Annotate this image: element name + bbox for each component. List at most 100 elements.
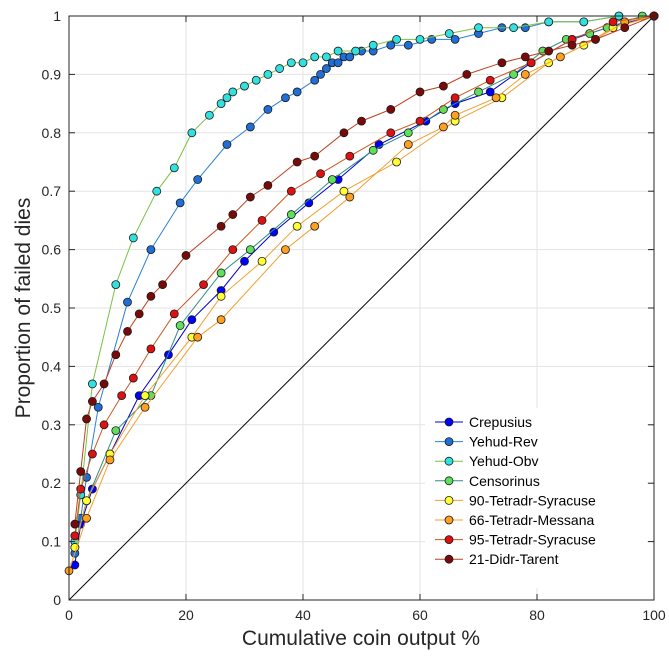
y-tick-label: 0.3 bbox=[42, 417, 62, 433]
data-point bbox=[187, 315, 197, 325]
data-point bbox=[438, 105, 448, 114]
data-point bbox=[368, 40, 378, 50]
y-tick-label: 1 bbox=[53, 8, 61, 24]
data-point bbox=[310, 52, 320, 62]
data-point bbox=[567, 40, 577, 50]
data-point bbox=[520, 52, 530, 62]
data-point bbox=[526, 58, 536, 68]
data-point bbox=[251, 75, 261, 85]
data-point bbox=[111, 426, 121, 436]
legend-marker bbox=[444, 456, 454, 466]
series-line bbox=[68, 15, 655, 571]
data-point bbox=[509, 23, 518, 33]
y-tick-label: 0.8 bbox=[42, 125, 62, 141]
data-point bbox=[620, 23, 630, 33]
data-point bbox=[123, 326, 132, 336]
data-point bbox=[158, 280, 168, 290]
data-point bbox=[345, 151, 355, 161]
data-point bbox=[93, 402, 103, 412]
data-point bbox=[281, 93, 290, 103]
data-point bbox=[146, 344, 156, 354]
data-point bbox=[245, 192, 255, 202]
series-line bbox=[74, 15, 654, 542]
data-point bbox=[222, 93, 232, 103]
data-point bbox=[333, 58, 343, 68]
legend-label: 90-Tetradr-Syracuse bbox=[469, 492, 596, 508]
data-point bbox=[169, 163, 179, 173]
reference-line bbox=[68, 15, 655, 601]
legend-label: 95-Tetradr-Syracuse bbox=[469, 532, 596, 548]
series-3 bbox=[70, 11, 659, 546]
data-point bbox=[88, 397, 97, 406]
data-point bbox=[462, 70, 472, 79]
data-point bbox=[146, 291, 156, 301]
data-point bbox=[99, 420, 109, 430]
data-point bbox=[474, 87, 483, 97]
data-point bbox=[556, 52, 565, 62]
data-point bbox=[111, 280, 121, 290]
data-point bbox=[591, 34, 600, 44]
legend-marker bbox=[444, 515, 454, 525]
tick-labels: 0 20 40 60 80 100 0 0.1 0.2 0.3 0.4 0.5 0.6 0.7 0.8 0.9… bbox=[42, 8, 666, 623]
legend-box bbox=[425, 408, 647, 588]
data-point bbox=[321, 52, 331, 62]
data-point bbox=[415, 87, 425, 97]
data-point bbox=[474, 23, 483, 33]
data-point bbox=[579, 17, 589, 27]
data-point bbox=[82, 496, 91, 506]
legend-marker bbox=[444, 417, 454, 427]
legend-label: Yehud-Rev bbox=[469, 434, 538, 450]
y-axis-title: Proportion of failed dies bbox=[12, 198, 35, 419]
data-point bbox=[386, 128, 396, 138]
data-point bbox=[608, 17, 618, 27]
data-point bbox=[175, 198, 185, 208]
data-point bbox=[204, 110, 214, 120]
data-point bbox=[216, 315, 226, 325]
x-tick-label: 60 bbox=[412, 607, 428, 623]
data-point bbox=[438, 122, 448, 132]
data-point bbox=[88, 379, 97, 389]
data-point bbox=[70, 519, 80, 529]
data-point bbox=[491, 93, 501, 103]
y-tick-label: 0.5 bbox=[42, 300, 62, 316]
data-point bbox=[485, 75, 495, 85]
y-tick-label: 0.1 bbox=[42, 534, 62, 550]
data-point bbox=[357, 116, 366, 126]
legend-marker bbox=[444, 554, 454, 564]
data-point bbox=[269, 227, 279, 237]
data-point bbox=[415, 116, 425, 126]
legend-label: Yehud-Obv bbox=[469, 453, 539, 469]
data-point bbox=[327, 175, 337, 184]
data-point bbox=[403, 140, 413, 149]
data-point bbox=[345, 192, 355, 202]
data-point bbox=[181, 251, 191, 260]
data-point bbox=[82, 414, 91, 424]
legend-label: 66-Tetradr-Messana bbox=[469, 512, 594, 528]
x-tick-label: 0 bbox=[65, 607, 73, 623]
data-point bbox=[450, 34, 460, 44]
data-point bbox=[286, 186, 296, 196]
data-point bbox=[99, 379, 109, 389]
legend-label: Censorinus bbox=[469, 473, 540, 489]
data-point bbox=[444, 29, 454, 38]
data-point bbox=[105, 455, 115, 465]
x-tick-label: 20 bbox=[178, 607, 194, 623]
data-point bbox=[316, 70, 325, 79]
legend-marker bbox=[444, 495, 454, 505]
data-point bbox=[216, 268, 226, 278]
data-point bbox=[310, 151, 320, 161]
data-point bbox=[392, 157, 402, 167]
data-point bbox=[245, 245, 255, 255]
data-point bbox=[216, 221, 226, 231]
data-point bbox=[544, 46, 554, 56]
data-point bbox=[193, 332, 203, 342]
data-point bbox=[216, 99, 226, 108]
data-point bbox=[187, 128, 197, 138]
data-point bbox=[240, 256, 249, 266]
data-point bbox=[497, 58, 507, 68]
x-axis-title: Cumulative coin output % bbox=[242, 627, 480, 650]
data-point bbox=[450, 110, 460, 120]
legend-label: Crepusius bbox=[469, 414, 532, 430]
y-tick-label: 0.2 bbox=[42, 475, 62, 491]
